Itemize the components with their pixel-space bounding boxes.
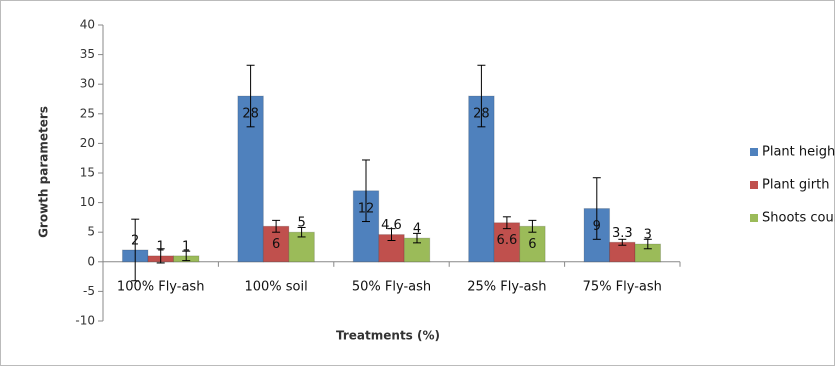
error-bar [156,248,165,264]
data-label: 1 [182,239,190,254]
y-tick-label: 5 [87,225,95,239]
bar [493,222,521,263]
y-tick-label: -5 [83,284,95,298]
data-label: 6 [272,237,280,252]
y-tick-label: 30 [80,77,95,91]
data-label: 12 [358,201,375,216]
error-bar [643,238,652,250]
error-bar [413,232,421,244]
error-bar [182,250,191,262]
data-label: 9 [593,219,601,234]
error-bar [528,219,537,233]
data-label: 28 [473,107,490,122]
x-tick-label: 75% Fly-ash [583,279,662,294]
y-tick-label: 15 [80,166,95,180]
y-tick-label: 10 [80,195,95,209]
x-tick-label: 25% Fly-ash [467,279,546,294]
error-bar [477,64,486,128]
data-label: 1 [157,239,165,254]
y-tick-label: -10 [75,314,95,328]
error-bar [618,238,627,246]
error-bar [272,219,281,233]
error-bar [387,228,396,241]
legend-label: Plant girth [762,178,829,193]
data-label: 4 [413,222,421,237]
y-tick-label: 20 [80,136,95,150]
data-label: 5 [297,216,305,231]
y-axis-label: Growth parameters [37,106,51,238]
legend-label: Shoots count [762,211,835,226]
legend-swatch [750,214,758,222]
legend-swatch [750,148,758,156]
error-bar [246,64,255,128]
x-tick-label: 100% soil [244,279,307,294]
data-label: 3 [644,228,652,243]
data-label: 2 [131,233,139,248]
y-tick-label: 40 [80,18,95,32]
x-tick-label: 100% Fly-ash [117,279,205,294]
x-tick-label: 50% Fly-ash [352,279,431,294]
x-axis-label: Treatments (%) [336,329,440,343]
error-bar [131,218,140,282]
error-bar [502,216,511,230]
legend-label: Plant height [762,145,835,160]
data-label: 4.6 [381,218,402,233]
error-bar [362,159,370,223]
error-bar [592,177,601,240]
data-label: 3.3 [612,226,633,241]
legend-swatch [750,181,758,189]
bar [237,95,264,263]
y-tick-label: 25 [80,106,95,120]
bar [262,225,290,263]
data-label: 6.6 [497,233,518,248]
data-label: 6 [528,237,536,252]
y-tick-label: 35 [80,47,95,61]
y-tick-label: 0 [87,254,95,268]
data-label: 28 [242,107,259,122]
error-bar [297,226,306,238]
